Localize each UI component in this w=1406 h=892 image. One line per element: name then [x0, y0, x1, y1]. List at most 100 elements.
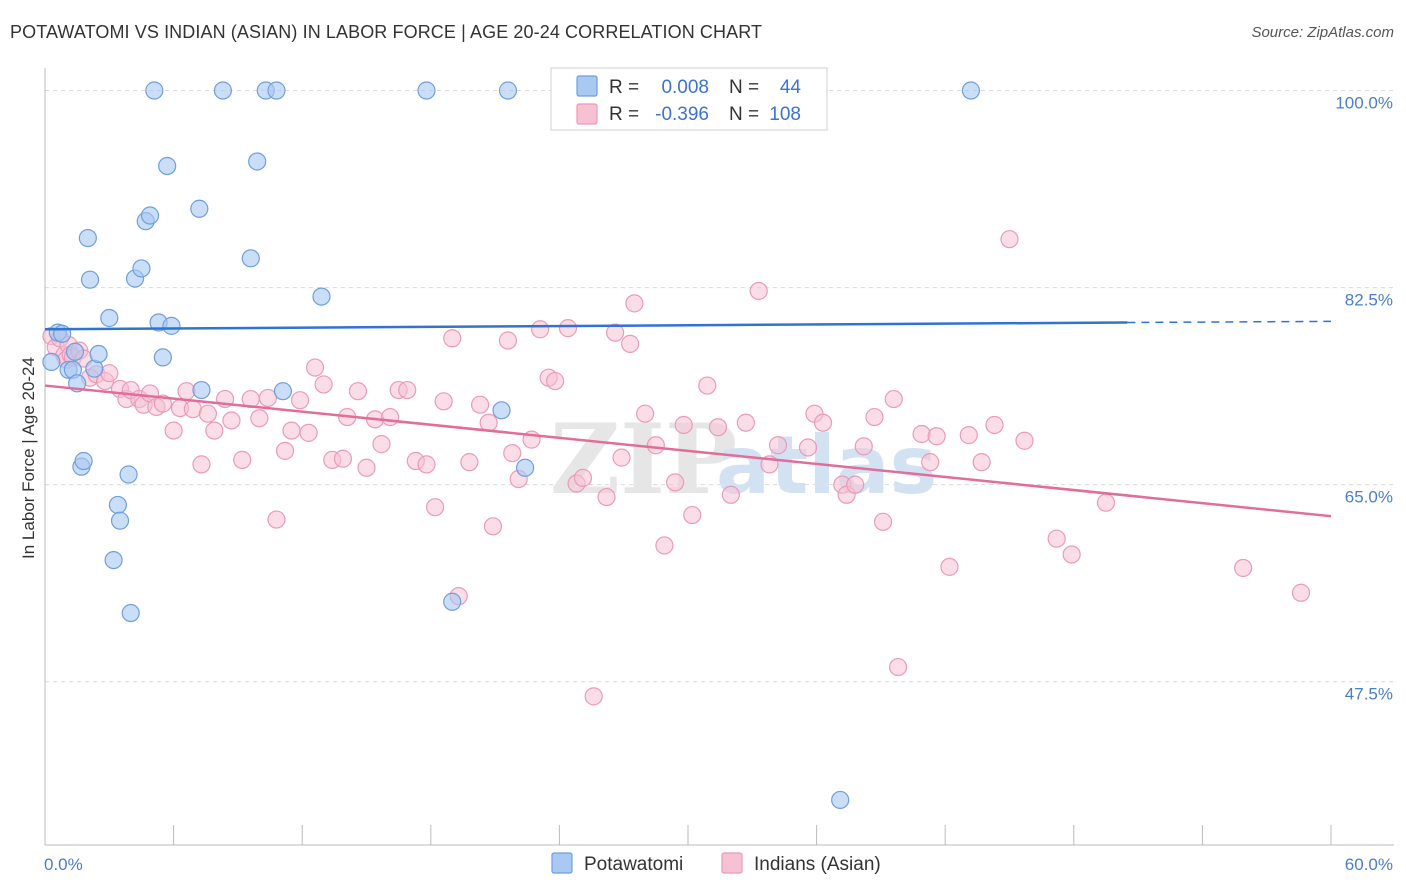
point-indians-asian-96	[846, 475, 865, 494]
series-legend: Potawatomi Indians (Asian)	[551, 852, 881, 875]
y-tick-label-3: 47.5%	[1345, 685, 1393, 704]
point-potawatomi-10	[80, 270, 100, 289]
legend-n-label-0: N =	[729, 77, 759, 98]
point-indians-asian-71	[573, 468, 593, 487]
point-indians-asian-66	[531, 320, 550, 339]
point-potawatomi-12	[89, 344, 108, 364]
point-indians-asian-110	[1015, 431, 1034, 450]
point-indians-asian-111	[1047, 529, 1066, 548]
point-indians-asian-75	[612, 448, 631, 467]
axes	[44, 68, 1394, 846]
point-indians-asian-37	[282, 421, 301, 440]
point-indians-asian-26	[192, 455, 211, 474]
point-indians-asian-40	[305, 358, 325, 377]
point-indians-asian-59	[470, 395, 490, 414]
y-tick-label-2: 65.0%	[1345, 488, 1393, 507]
point-potawatomi-39	[492, 401, 511, 420]
trend-line-potawatomi-extension	[1127, 320, 1332, 324]
point-indians-asian-105	[940, 557, 959, 576]
point-potawatomi-22	[140, 206, 160, 225]
point-indians-asian-108	[985, 415, 1004, 435]
point-indians-asian-56	[443, 329, 462, 348]
point-indians-asian-72	[584, 687, 603, 706]
point-indians-asian-22	[164, 421, 183, 440]
stats-legend: R = 0.008 N = 44 R = -0.396 N = 108	[550, 67, 828, 131]
point-potawatomi-37	[417, 81, 436, 100]
point-potawatomi-40	[498, 81, 518, 100]
x-tick-label-max: 60.0%	[1345, 855, 1393, 874]
series-legend-label-indians-asian: Indians (Asian)	[754, 854, 881, 875]
point-potawatomi-41	[516, 458, 535, 477]
point-indians-asian-61	[483, 517, 503, 536]
point-potawatomi-0	[42, 352, 61, 372]
point-indians-asian-39	[299, 423, 318, 442]
point-potawatomi-31	[241, 249, 260, 268]
point-indians-asian-85	[708, 418, 728, 437]
point-potawatomi-29	[192, 380, 211, 400]
point-indians-asian-58	[460, 453, 479, 472]
point-potawatomi-27	[162, 316, 181, 335]
point-indians-asian-54	[425, 498, 445, 517]
point-indians-asian-98	[865, 407, 884, 427]
series-legend-swatch-potawatomi	[551, 852, 573, 874]
point-indians-asian-99	[873, 512, 893, 531]
point-indians-asian-104	[927, 427, 946, 446]
grid-lines	[45, 90, 1394, 683]
legend-r-value-1: -0.396	[655, 104, 709, 125]
point-indians-asian-45	[348, 382, 368, 401]
legend-r-label-0: R =	[609, 77, 639, 98]
legend-swatch-indians-asian	[576, 103, 598, 125]
series-potawatomi-points	[42, 81, 981, 810]
y-axis-title: In Labor Force | Age 20-24	[19, 357, 38, 559]
point-potawatomi-5	[65, 342, 85, 361]
point-potawatomi-25	[153, 348, 172, 367]
watermark: ZIP atlas	[550, 403, 937, 516]
x-tick-labels: 0.0% 60.0%	[44, 855, 1393, 874]
point-indians-asian-88	[749, 281, 768, 301]
point-indians-asian-13	[100, 364, 119, 383]
point-potawatomi-20	[132, 259, 151, 278]
point-indians-asian-46	[357, 458, 376, 477]
point-indians-asian-48	[372, 435, 391, 454]
point-indians-asian-79	[646, 436, 665, 455]
y-tick-labels: 100.0% 82.5% 65.0% 47.5%	[1335, 94, 1393, 704]
y-tick-label-0: 100.0%	[1335, 94, 1393, 113]
point-indians-asian-107	[972, 453, 991, 472]
point-indians-asian-78	[636, 404, 655, 423]
point-potawatomi-15	[108, 495, 127, 515]
point-indians-asian-21	[153, 394, 172, 413]
point-indians-asian-109	[1000, 230, 1019, 249]
point-indians-asian-69	[558, 319, 578, 338]
point-indians-asian-38	[290, 391, 310, 410]
chart-title: POTAWATOMI VS INDIAN (ASIAN) IN LABOR FO…	[10, 22, 763, 42]
legend-n-label-1: N =	[729, 104, 759, 125]
point-indians-asian-33	[250, 409, 269, 428]
point-potawatomi-17	[119, 465, 138, 484]
point-indians-asian-106	[959, 426, 978, 445]
point-potawatomi-8	[74, 451, 93, 471]
y-tick-label-1: 82.5%	[1345, 291, 1393, 310]
series-legend-label-potawatomi: Potawatomi	[584, 854, 683, 875]
point-indians-asian-87	[736, 413, 755, 432]
point-potawatomi-26	[158, 156, 177, 176]
point-indians-asian-81	[666, 473, 685, 492]
point-potawatomi-30	[213, 81, 232, 100]
trend-lines	[44, 320, 1332, 518]
point-indians-asian-27	[198, 404, 217, 423]
point-potawatomi-23	[145, 81, 164, 100]
point-potawatomi-43	[961, 81, 981, 100]
point-indians-asian-115	[1291, 583, 1311, 602]
point-potawatomi-38	[443, 592, 462, 611]
point-indians-asian-80	[655, 536, 674, 555]
point-indians-asian-74	[606, 323, 625, 342]
point-indians-asian-43	[333, 449, 353, 468]
point-indians-asian-86	[721, 485, 740, 504]
point-potawatomi-16	[110, 511, 130, 530]
point-indians-asian-114	[1234, 558, 1253, 578]
point-indians-asian-84	[698, 376, 717, 395]
point-potawatomi-32	[248, 152, 267, 171]
point-indians-asian-112	[1062, 545, 1081, 564]
point-indians-asian-35	[267, 510, 286, 529]
source-label: Source: ZipAtlas.com	[1251, 24, 1394, 41]
point-indians-asian-100	[884, 389, 903, 409]
